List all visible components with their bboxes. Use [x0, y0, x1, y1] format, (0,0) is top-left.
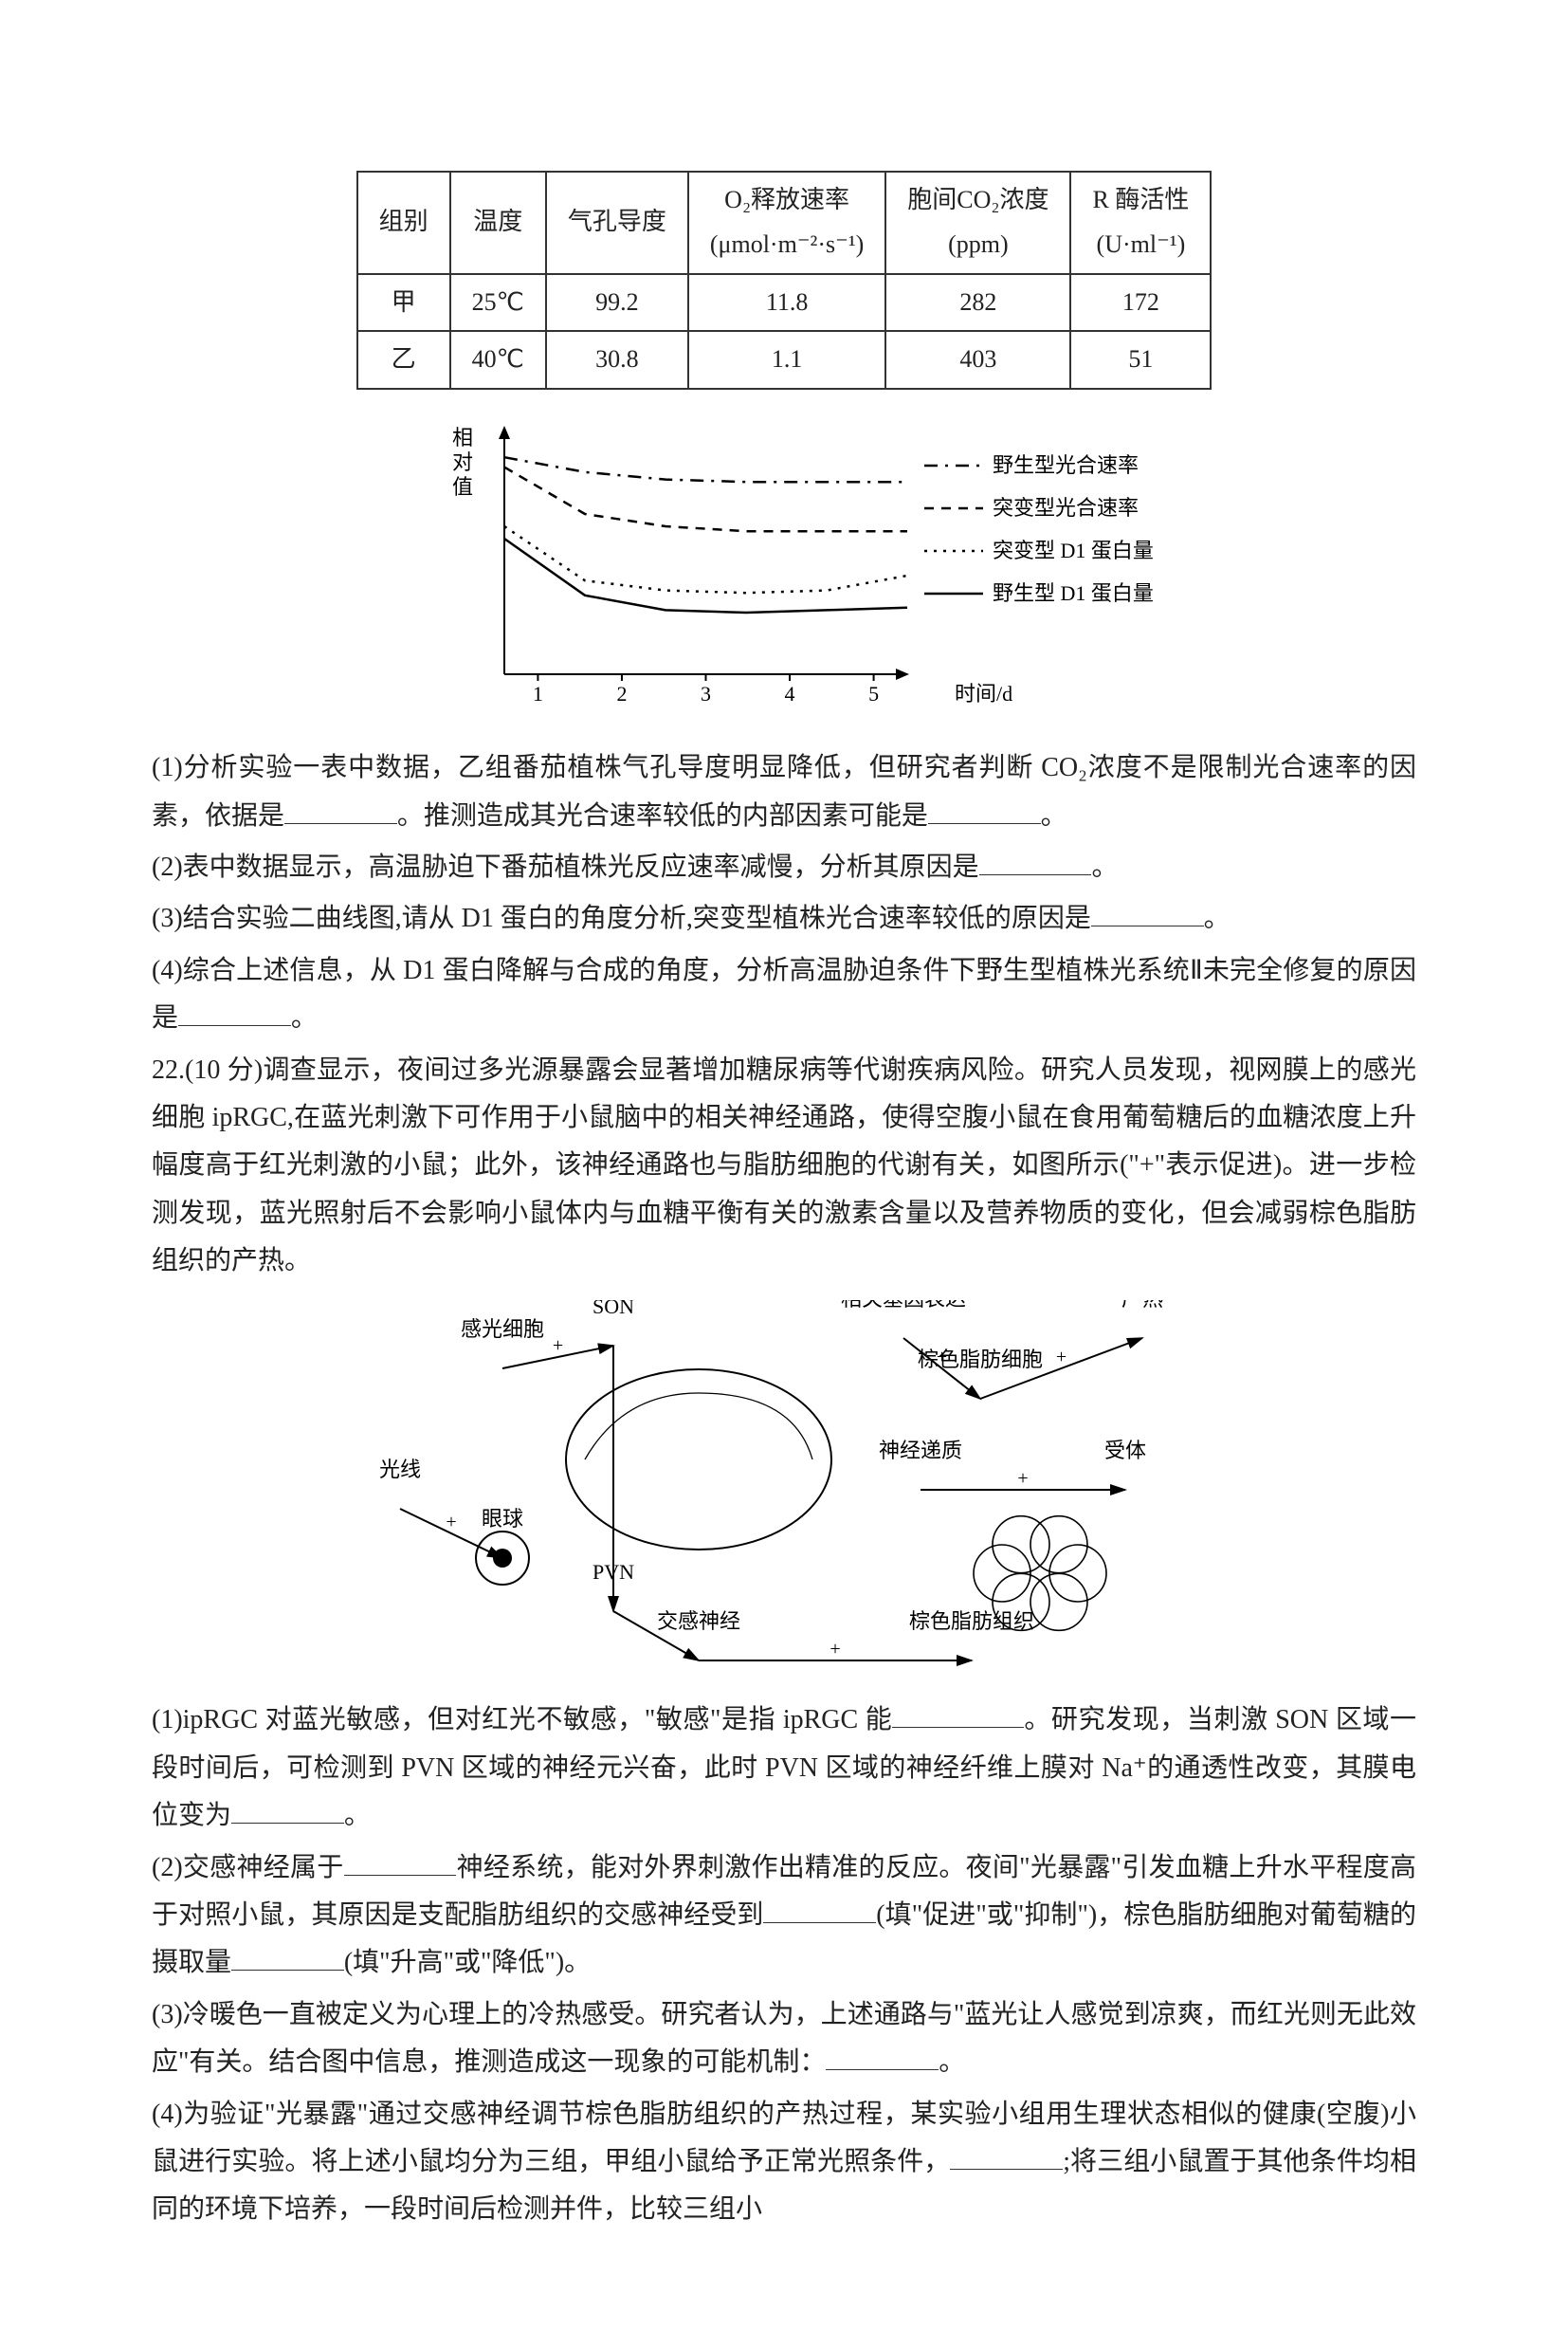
diagram-svg: ++++++光线眼球感光细胞SONPVN交感神经相关基因表达棕色脂肪细胞神经递质… [357, 1300, 1211, 1679]
svg-text:光线: 光线 [379, 1458, 421, 1481]
svg-text:受体: 受体 [1104, 1439, 1146, 1462]
th-o2-label: O₂释放速率 (μmol·m⁻²·s⁻¹) [710, 186, 864, 258]
svg-text:时间/d: 时间/d [955, 682, 1012, 706]
q22-3: (3)冷暖色一直被定义为心理上的冷热感受。研究者认为，上述通路与"蓝光让人感觉到… [152, 1991, 1416, 2087]
svg-text:1: 1 [533, 682, 543, 706]
cell: 25℃ [450, 274, 546, 332]
svg-text:棕色脂肪组织: 棕色脂肪组织 [909, 1609, 1034, 1633]
cell: 乙 [357, 331, 450, 389]
svg-text:感光细胞: 感光细胞 [461, 1317, 544, 1341]
th-enzyme: R 酶活性 (U·ml⁻¹) [1070, 172, 1211, 274]
svg-text:+: + [830, 1639, 840, 1660]
cell: 30.8 [546, 331, 688, 389]
q21-1: (1)分析实验一表中数据，乙组番茄植株气孔导度明显降低，但研究者判断 CO₂浓度… [152, 744, 1416, 840]
svg-text:野生型光合速率: 野生型光合速率 [993, 453, 1139, 477]
svg-text:PVN: PVN [593, 1560, 634, 1584]
svg-text:4: 4 [785, 682, 795, 706]
th-temp: 温度 [450, 172, 546, 274]
neural-diagram: ++++++光线眼球感光细胞SONPVN交感神经相关基因表达棕色脂肪细胞神经递质… [357, 1300, 1211, 1679]
cell: 282 [885, 274, 1070, 332]
th-stomata: 气孔导度 [546, 172, 688, 274]
th-co2: 胞间CO₂浓度 (ppm) [885, 172, 1070, 274]
svg-text:交感神经: 交感神经 [657, 1609, 740, 1633]
q22-lead: 22.(10 分)调查显示，夜间过多光源暴露会显著增加糖尿病等代谢疾病风险。研究… [152, 1047, 1416, 1286]
svg-text:+: + [553, 1335, 563, 1356]
th-enzyme-label: R 酶活性 (U·ml⁻¹) [1092, 186, 1189, 258]
svg-text:棕色脂肪细胞: 棕色脂肪细胞 [918, 1348, 1043, 1371]
experiment-table: 组别 温度 气孔导度 O₂释放速率 (μmol·m⁻²·s⁻¹) 胞间CO₂浓度… [356, 171, 1212, 390]
svg-text:产热: 产热 [1121, 1300, 1163, 1311]
q21-2: (2)表中数据显示，高温胁迫下番茄植株光反应速率减慢，分析其原因是。 [152, 844, 1416, 891]
chart-svg: 1 2 3 4 5 时间/d 相对值 野生型光合速率突变型光合速率突变型 D1 蛋白量野生型 … [414, 409, 1154, 722]
cell: 1.1 [688, 331, 885, 389]
svg-text:神经递质: 神经递质 [879, 1439, 962, 1462]
th-o2: O₂释放速率 (μmol·m⁻²·s⁻¹) [688, 172, 885, 274]
svg-text:5: 5 [868, 682, 879, 706]
cell: 172 [1070, 274, 1211, 332]
cell: 甲 [357, 274, 450, 332]
svg-text:+: + [1056, 1347, 1067, 1367]
q22-1: (1)ipRGC 对蓝光敏感，但对红光不敏感，"敏感"是指 ipRGC 能。研究… [152, 1697, 1416, 1840]
q21-3: (3)结合实验二曲线图,请从 D1 蛋白的角度分析,突变型植株光合速率较低的原因… [152, 895, 1416, 943]
svg-text:突变型 D1 蛋白量: 突变型 D1 蛋白量 [993, 539, 1154, 562]
svg-text:突变型光合速率: 突变型光合速率 [993, 496, 1139, 520]
cell: 99.2 [546, 274, 688, 332]
line-chart: 1 2 3 4 5 时间/d 相对值 野生型光合速率突变型光合速率突变型 D1 蛋白量野生型 … [414, 409, 1154, 722]
svg-text:3: 3 [701, 682, 711, 706]
cell: 40℃ [450, 331, 546, 389]
th-group: 组别 [357, 172, 450, 274]
table-header-row: 组别 温度 气孔导度 O₂释放速率 (μmol·m⁻²·s⁻¹) 胞间CO₂浓度… [357, 172, 1212, 274]
question-22-block: (1)ipRGC 对蓝光敏感，但对红光不敏感，"敏感"是指 ipRGC 能。研究… [152, 1697, 1416, 2233]
svg-text:相关基因表达: 相关基因表达 [841, 1300, 966, 1311]
th-co2-label: 胞间CO₂浓度 (ppm) [907, 186, 1048, 258]
svg-text:野生型 D1 蛋白量: 野生型 D1 蛋白量 [993, 581, 1154, 605]
cell: 403 [885, 331, 1070, 389]
q22-4: (4)为验证"光暴露"通过交感神经调节棕色脂肪组织的产热过程，某实验小组用生理状… [152, 2091, 1416, 2234]
svg-text:+: + [1017, 1468, 1028, 1489]
q22-2: (2)交感神经属于神经系统，能对外界刺激作出精准的反应。夜间"光暴露"引发血糖上… [152, 1844, 1416, 1988]
svg-text:对: 对 [452, 450, 473, 474]
svg-text:SON: SON [593, 1300, 634, 1318]
question-21-block: (1)分析实验一表中数据，乙组番茄植株气孔导度明显降低，但研究者判断 CO₂浓度… [152, 744, 1416, 1042]
q21-4: (4)综合上述信息，从 D1 蛋白降解与合成的角度，分析高温胁迫条件下野生型植株… [152, 947, 1416, 1043]
svg-text:2: 2 [616, 682, 627, 706]
table-row: 乙 40℃ 30.8 1.1 403 51 [357, 331, 1212, 389]
svg-text:眼球: 眼球 [482, 1507, 523, 1531]
cell: 51 [1070, 331, 1211, 389]
svg-text:相: 相 [452, 426, 473, 449]
table-row: 甲 25℃ 99.2 11.8 282 172 [357, 274, 1212, 332]
svg-text:+: + [446, 1512, 456, 1532]
svg-text:值: 值 [452, 475, 473, 499]
cell: 11.8 [688, 274, 885, 332]
